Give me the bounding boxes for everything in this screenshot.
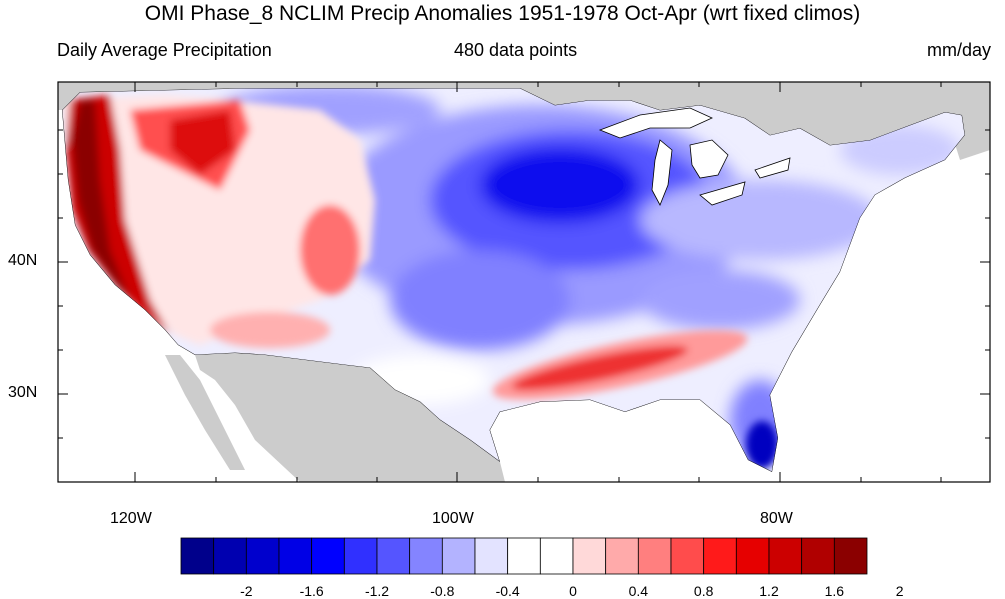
colorbar-box	[441, 537, 476, 575]
colorbar-box	[703, 537, 737, 575]
colorbar-tick-label: 0	[569, 583, 577, 599]
colorbar-box	[376, 537, 411, 575]
units-label: mm/day	[926, 40, 991, 60]
lon-label-80w: 80W	[760, 510, 793, 527]
colorbar-tick-label: 0.4	[628, 583, 649, 599]
colorbar	[180, 537, 868, 575]
colorbar-box	[311, 537, 345, 575]
colorbar-box	[833, 537, 868, 575]
lon-label-100w: 100W	[432, 510, 474, 527]
colorbar-box	[213, 537, 247, 575]
axis-ticks	[58, 82, 990, 482]
colorbar-box	[572, 537, 607, 575]
colorbar-tick-label: -0.4	[495, 583, 520, 599]
colorbar-box	[539, 537, 574, 575]
colorbar-tick-label: 0.8	[693, 583, 714, 599]
map-title: OMI Phase_8 NCLIM Precip Anomalies 1951-…	[144, 2, 861, 25]
colorbar-tick-label: 1.2	[759, 583, 779, 599]
colorbar-tick-label: -1.2	[364, 583, 390, 599]
colorbar-box	[409, 537, 443, 575]
surrounding-land	[58, 82, 990, 482]
colorbar-box	[670, 537, 705, 575]
colorbar-box	[474, 537, 509, 575]
colorbar-box	[801, 537, 835, 575]
great-lakes	[598, 107, 791, 206]
colorbar-box	[507, 537, 541, 575]
data-points-label: 480 data points	[454, 40, 578, 60]
colorbar-box	[245, 537, 280, 575]
lat-label-40n: 40N	[8, 252, 38, 269]
variable-label: Daily Average Precipitation	[57, 40, 272, 60]
colorbar-box	[278, 537, 313, 575]
colorbar-box	[735, 537, 770, 575]
map-frame	[57, 81, 991, 483]
colorbar-box	[637, 537, 672, 575]
colorbar-tick-label: -1.6	[299, 583, 324, 599]
colorbar-box	[605, 537, 639, 575]
colorbar-box	[768, 537, 803, 575]
colorbar-tick-label: 2	[895, 583, 904, 599]
lon-label-120w: 120W	[110, 510, 152, 527]
lat-label-30n: 30N	[8, 384, 38, 401]
colorbar-box	[180, 537, 215, 575]
colorbar-box	[343, 537, 378, 575]
colorbar-tick-label: -0.8	[430, 583, 455, 599]
colorbar-tick-label: 1.6	[824, 583, 845, 599]
colorbar-tick-label: -2	[240, 583, 253, 599]
